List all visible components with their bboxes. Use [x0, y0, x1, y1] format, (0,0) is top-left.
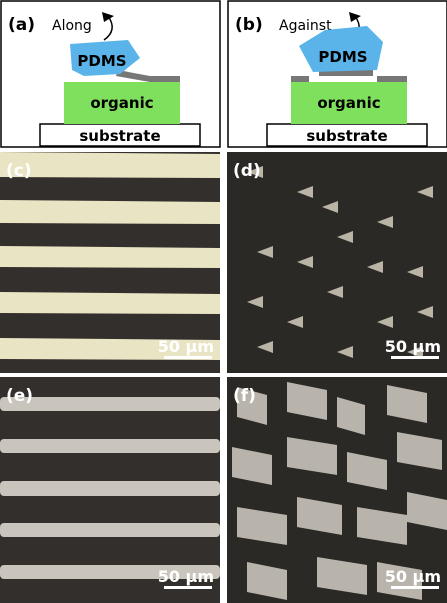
micrograph: (e) 50 µm — [0, 377, 220, 603]
micrograph: (d) 50 µm — [227, 152, 447, 373]
scale-bar — [164, 586, 212, 589]
stripe — [0, 200, 220, 224]
stripe — [0, 523, 220, 537]
micrograph: (f) 50 µm — [227, 377, 447, 603]
substrate-text: substrate — [306, 127, 387, 145]
stripe — [0, 439, 220, 453]
scale-bar-text: 50 µm — [158, 337, 214, 356]
stripe — [0, 481, 220, 496]
micrograph-label: (f) — [233, 386, 256, 406]
panel-label: (b) — [235, 15, 263, 35]
stripe — [0, 152, 220, 178]
organic-text: organic — [90, 94, 153, 112]
micrograph-label: (e) — [6, 386, 33, 406]
figure: (a)AlongsubstrateorganicPDMS(b)Againstsu… — [0, 0, 447, 603]
organic-text: organic — [317, 94, 380, 112]
micrograph-label: (c) — [6, 161, 32, 181]
pdms-text: PDMS — [318, 48, 367, 66]
scale-bar — [391, 586, 439, 589]
scale-bar-text: 50 µm — [385, 567, 441, 586]
direction-label: Along — [52, 18, 92, 34]
substrate-text: substrate — [79, 127, 160, 145]
film — [150, 76, 180, 82]
scale-bar-text: 50 µm — [158, 567, 214, 586]
stripe — [0, 246, 220, 268]
micrograph-label: (d) — [233, 161, 261, 181]
scale-bar — [164, 356, 212, 359]
film — [291, 76, 309, 82]
schematic-panel: (a) Along substrate organic PDMS — [1, 1, 220, 147]
panel-label: (a) — [8, 15, 35, 35]
micrograph: (c) 50 µm — [0, 152, 220, 373]
stripe — [0, 292, 220, 314]
scale-bar-text: 50 µm — [385, 337, 441, 356]
film — [377, 76, 407, 82]
pdms-text: PDMS — [77, 52, 126, 70]
scale-bar — [391, 356, 439, 359]
